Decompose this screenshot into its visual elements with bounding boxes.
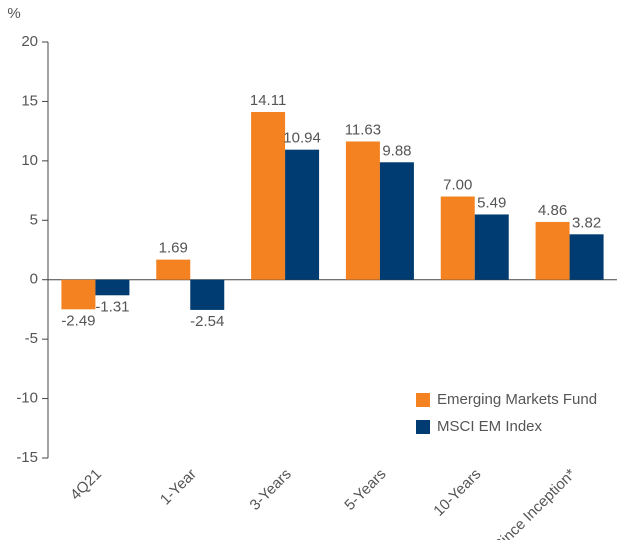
bar [156, 259, 191, 280]
bar [251, 112, 286, 280]
y-tick-label: -5 [25, 330, 38, 347]
bar [95, 279, 130, 296]
y-tick-label: -15 [16, 449, 38, 466]
y-axis-label: % [7, 5, 20, 22]
bar [440, 196, 475, 280]
legend-swatch [416, 420, 430, 434]
y-tick-label: 0 [30, 271, 38, 288]
bar [535, 221, 570, 280]
x-tick-label: 1-Year [157, 466, 200, 509]
value-label: 11.63 [345, 121, 381, 138]
x-tick-label: 3-Years [247, 466, 295, 514]
bar [379, 162, 414, 280]
bar [285, 149, 320, 280]
x-tick-label: 5-Years [341, 466, 389, 514]
bar [190, 279, 225, 310]
bar [474, 214, 509, 280]
value-label: 10.94 [283, 130, 321, 147]
value-label: -2.49 [61, 312, 95, 329]
y-tick-label: 20 [21, 33, 38, 50]
x-tick-label: Since Inception* [491, 465, 580, 540]
bar [345, 141, 380, 280]
y-tick-label: 5 [30, 211, 38, 228]
bar [61, 279, 96, 310]
value-label: 5.49 [477, 194, 506, 211]
y-tick-label: -10 [16, 390, 38, 407]
value-label: 4.86 [538, 202, 567, 219]
x-tick-label: 4Q21 [67, 466, 105, 504]
y-tick-label: 10 [21, 152, 38, 169]
legend-label: Emerging Markets Fund [437, 391, 597, 408]
value-label: 1.69 [159, 240, 188, 257]
y-tick-label: 15 [21, 92, 38, 109]
value-label: 7.00 [443, 176, 472, 193]
value-label: -2.54 [190, 313, 224, 330]
value-label: -1.31 [95, 298, 129, 315]
legend-label: MSCI EM Index [437, 418, 543, 435]
x-tick-label: 10-Years [430, 466, 484, 520]
legend-swatch [416, 393, 430, 407]
value-label: 3.82 [572, 214, 601, 231]
value-label: 14.11 [250, 92, 286, 109]
bar [569, 234, 604, 280]
value-label: 9.88 [382, 142, 411, 159]
